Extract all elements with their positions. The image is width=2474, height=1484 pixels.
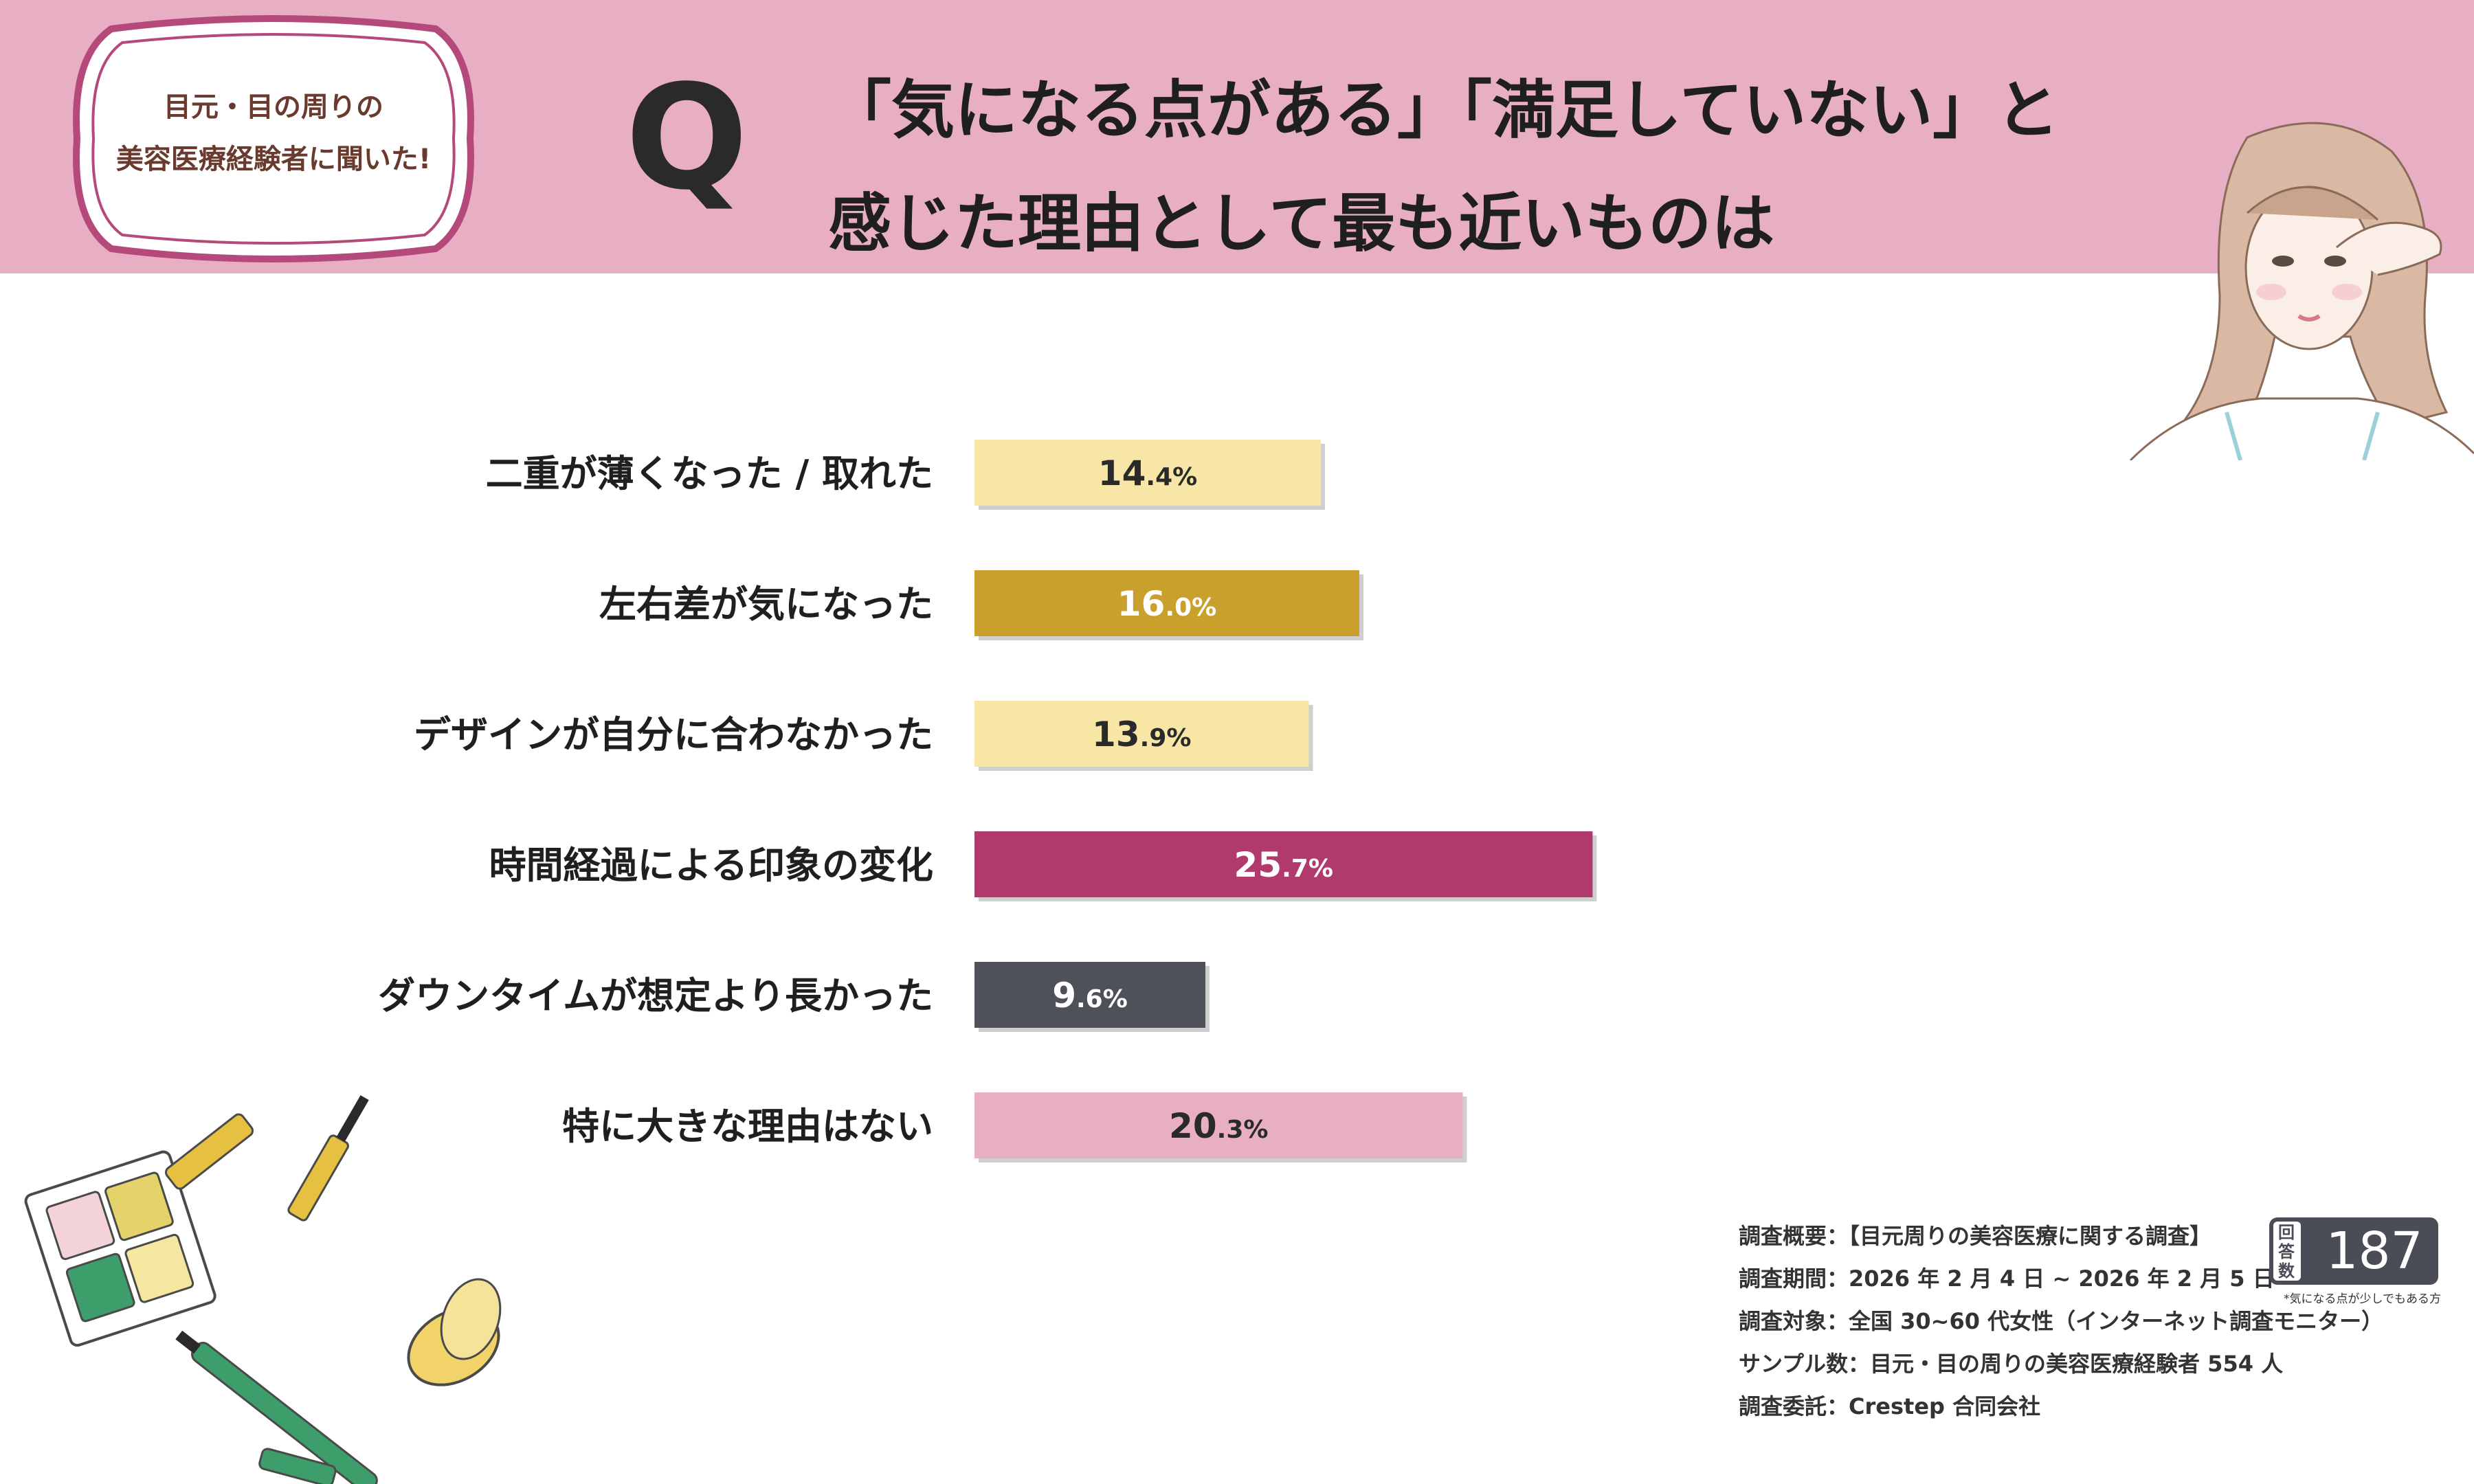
category-label: 特に大きな理由はない: [562, 1104, 933, 1148]
woman-illustration: [2129, 122, 2474, 460]
bar: [974, 1092, 1463, 1158]
value-label: 20.3%: [1169, 1106, 1268, 1146]
makeup-illustration: [24, 1095, 502, 1484]
response-count-box: [2269, 1217, 2438, 1285]
category-label: 二重が薄くなった / 取れた: [486, 451, 933, 495]
bar: [974, 440, 1321, 506]
category-label: 左右差が気になった: [599, 582, 933, 626]
bar: [974, 831, 1593, 897]
response-count-value: 187: [2326, 1222, 2423, 1281]
survey-info: 調査概要：【目元周りの美容医療に関する調査】 調査期間：2026 年 2 月 4…: [1739, 1215, 2383, 1428]
badge-text: 目元・目の周りの 美容医療経験者に聞いた!: [63, 81, 484, 186]
response-count-note: *気になる点が少しでもある方: [2284, 1292, 2441, 1306]
survey-line: サンプル数：目元・目の周りの美容医療経験者 554 人: [1739, 1351, 2284, 1377]
question-line-2: 感じた理由として最も近いものは: [828, 186, 1775, 260]
value-label: 13.9%: [1092, 715, 1191, 754]
question-title: 「気になる点がある」「満足していない」と 感じた理由として最も近いものは: [828, 54, 2059, 280]
survey-line: 調査対象：全国 30~60 代女性（インターネット調査モニター）: [1739, 1308, 2384, 1334]
survey-line: 調査委託：Crestep 合同会社: [1739, 1393, 2041, 1419]
value-label: 16.0%: [1117, 584, 1216, 624]
survey-line: 調査期間：2026 年 2 月 4 日 ~ 2026 年 2 月 5 日: [1739, 1266, 2275, 1292]
bar-chart: 二重が薄くなった / 取れた 14.4% 左右差が気になった 16.0% デザインが自分…: [378, 440, 1597, 1162]
question-line-1: 「気になる点がある」「満足していない」と: [828, 73, 2060, 147]
badge-frame: [73, 15, 474, 262]
badge-line-1: 目元・目の周りの: [164, 91, 383, 123]
survey-line: 調査概要：【目元周りの美容医療に関する調査】: [1739, 1223, 2212, 1249]
category-label: デザインが自分に合わなかった: [414, 712, 933, 756]
badge-line-2: 美容医療経験者に聞いた!: [115, 144, 432, 175]
category-label: 時間経過による印象の変化: [489, 843, 933, 887]
bar: [974, 962, 1205, 1028]
category-label: ダウンタイムが想定より長かった: [378, 974, 933, 1018]
question-letter: Q: [625, 54, 748, 222]
bar: [974, 701, 1309, 767]
value-label: 25.7%: [1234, 845, 1333, 885]
response-count-label: 回答数: [2278, 1223, 2295, 1281]
value-label: 9.6%: [1052, 976, 1128, 1015]
value-label: 14.4%: [1098, 453, 1197, 493]
bar: [974, 570, 1359, 636]
